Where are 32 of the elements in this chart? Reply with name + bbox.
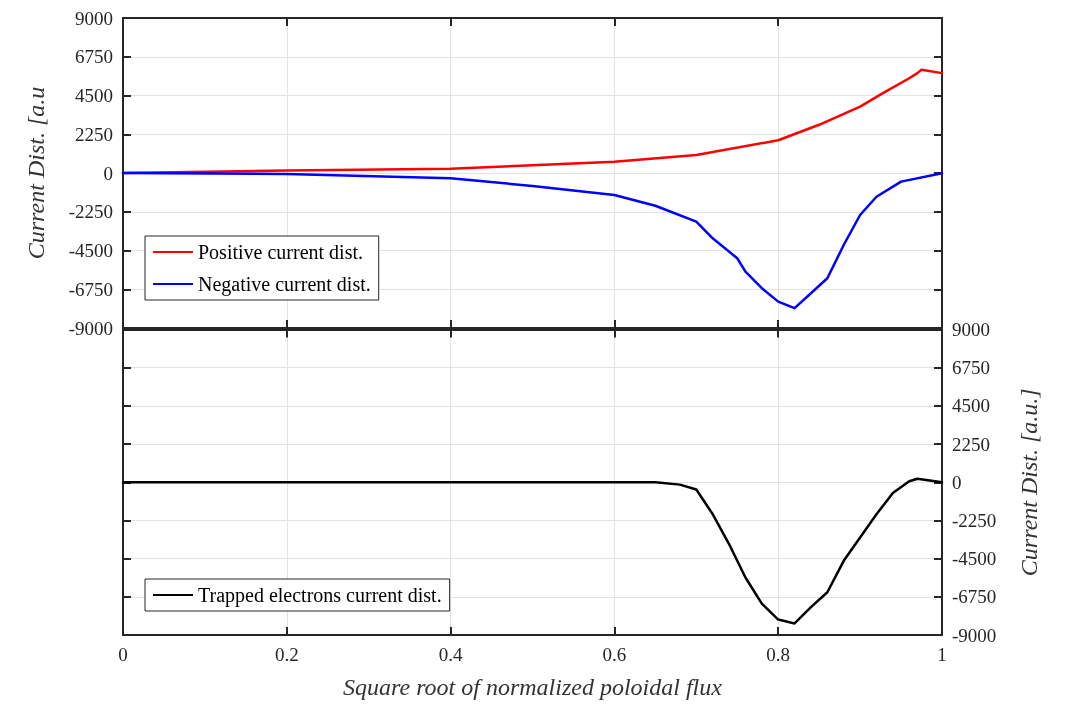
y2-tick-label: 6750 [952, 357, 990, 379]
x-tick-label: 0.8 [766, 644, 791, 665]
y-tick-label: 9000 [75, 7, 113, 29]
x-tick-label: 0 [118, 644, 128, 665]
y2-axis-title: Current Dist. [a.u.] [1016, 388, 1042, 577]
y2-tick-label: -6750 [952, 586, 997, 608]
x-axis-title: Square root of normalized poloidal flux [343, 674, 723, 700]
legend-label: Trapped electrons current dist. [198, 584, 442, 607]
y-tick-label: 0 [103, 162, 113, 184]
y-tick-label: -4500 [68, 240, 113, 261]
y-tick-label: 4500 [75, 85, 113, 106]
legend-label: Positive current dist. [198, 241, 363, 263]
y-tick-label: 6750 [75, 46, 113, 68]
y2-tick-label: -9000 [952, 624, 997, 646]
y2-tick-label: -4500 [952, 548, 997, 570]
y-axis-title: Current Dist. [a.u [23, 86, 49, 260]
y2-tick-label: 2250 [952, 433, 990, 455]
x-tick-label: 1 [937, 644, 947, 665]
y2-tick-label: 9000 [952, 319, 990, 340]
x-tick-label: 0.6 [602, 644, 627, 665]
legend-label: Negative current dist. [198, 273, 371, 296]
line-series [121, 477, 944, 625]
y2-tick-label: 0 [952, 471, 962, 493]
y-tick-label: -2250 [68, 201, 113, 223]
x-tick-label: 0.2 [274, 644, 299, 665]
y2-tick-label: 4500 [952, 395, 990, 417]
y2-tick-label: -2250 [952, 509, 997, 531]
y-tick-label: -9000 [68, 317, 113, 339]
y-tick-label: 2250 [75, 123, 113, 145]
y-tick-label: -6750 [68, 278, 113, 300]
line-series [121, 171, 944, 310]
x-tick-label: 0.4 [438, 644, 463, 665]
